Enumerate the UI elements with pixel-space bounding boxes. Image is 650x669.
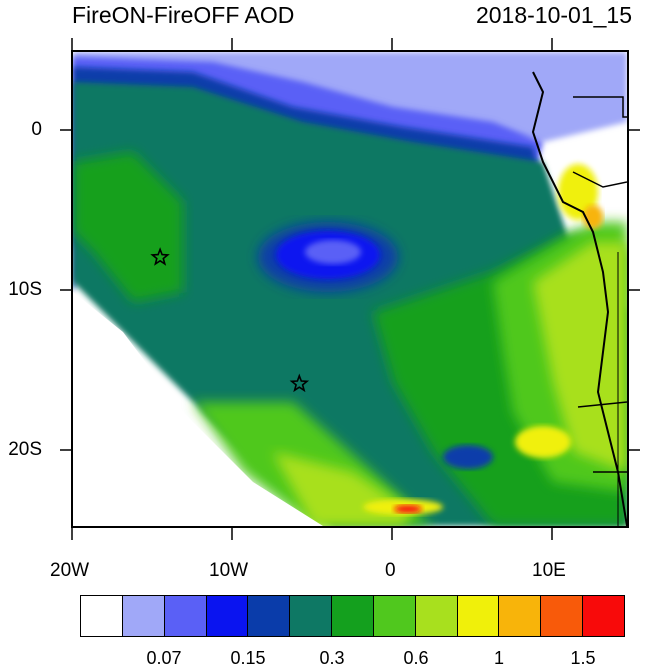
colorbar-swatch [583,596,624,636]
star-marker-2 [289,373,310,393]
colorbar-swatch [373,596,416,636]
aod-map [71,50,629,528]
colorbar-label-1: 0.15 [230,648,266,668]
colorbar-label-2: 0.3 [319,648,345,668]
colorbar-swatch [122,596,165,636]
colorbar-swatch [332,596,374,636]
colorbar-swatch [81,596,123,636]
colorbar-label-0: 0.07 [146,648,182,668]
colorbar-swatch [499,596,542,636]
colorbar-swatch [206,596,249,636]
colorbar [80,595,625,637]
lon-label-0: 0 [385,560,396,581]
aod-field [73,52,627,526]
colorbar-swatch [541,596,584,636]
lat-label-20s: 20S [8,439,42,460]
map-title: FireON-FireOFF AOD [72,2,295,28]
map-datetime: 2018-10-01_15 [475,2,632,28]
lon-label-10e: 10E [532,560,566,581]
colorbar-swatch [164,596,207,636]
colorbar-label-4: 1 [493,648,505,668]
colorbar-label-3: 0.6 [403,648,429,668]
star-marker-1 [150,247,170,266]
colorbar-swatch [415,596,458,636]
colorbar-label-5: 1.5 [570,648,596,668]
colorbar-swatch [290,596,333,636]
colorbar-swatch [457,596,500,636]
marker-layer [150,247,310,393]
colorbar-swatch [248,596,291,636]
lat-label-0: 0 [31,119,42,140]
lon-label-20w: 20W [50,560,90,581]
lon-label-10w: 10W [209,560,249,581]
lat-label-10s: 10S [8,279,42,300]
